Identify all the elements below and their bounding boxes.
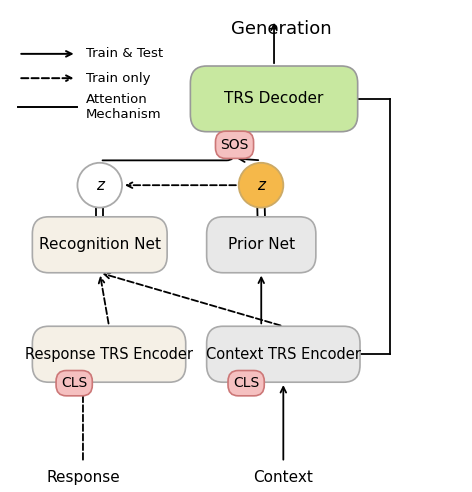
FancyBboxPatch shape <box>33 326 185 382</box>
Text: TRS Decoder: TRS Decoder <box>224 92 324 106</box>
Text: Attention
Mechanism: Attention Mechanism <box>86 93 161 122</box>
Text: CLS: CLS <box>61 376 87 390</box>
Text: z: z <box>96 178 104 193</box>
FancyBboxPatch shape <box>207 217 316 273</box>
Text: Prior Net: Prior Net <box>228 237 295 252</box>
Text: CLS: CLS <box>233 376 259 390</box>
Text: Response: Response <box>46 469 120 485</box>
Text: z: z <box>257 178 265 193</box>
Ellipse shape <box>77 163 122 208</box>
FancyBboxPatch shape <box>56 370 93 396</box>
Ellipse shape <box>239 163 283 208</box>
FancyBboxPatch shape <box>216 131 253 158</box>
FancyBboxPatch shape <box>33 217 167 273</box>
Text: Response TRS Encoder: Response TRS Encoder <box>25 347 193 362</box>
Text: Context TRS Encoder: Context TRS Encoder <box>206 347 361 362</box>
Text: Train & Test: Train & Test <box>86 47 163 61</box>
Text: Context: Context <box>253 469 313 485</box>
Text: Generation: Generation <box>231 20 331 38</box>
FancyBboxPatch shape <box>207 326 360 382</box>
FancyBboxPatch shape <box>228 370 264 396</box>
Text: Recognition Net: Recognition Net <box>39 237 161 252</box>
FancyBboxPatch shape <box>190 66 358 132</box>
Text: Train only: Train only <box>86 72 150 85</box>
Text: SOS: SOS <box>220 138 249 152</box>
